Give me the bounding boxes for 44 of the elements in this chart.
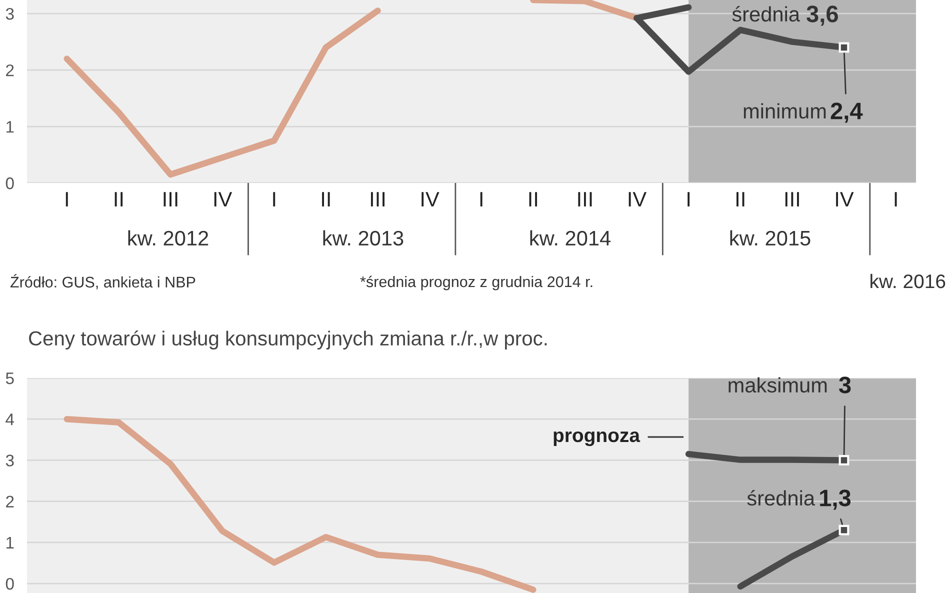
- x-tick-label: IV: [628, 192, 647, 206]
- text: kw. 2015: [730, 230, 810, 246]
- annotation: minimum: [744, 103, 826, 119]
- x-tick-label: II: [322, 192, 330, 206]
- annotation: 3: [838, 376, 851, 394]
- x-tick-label: I: [688, 192, 690, 206]
- text: kw. 2012: [128, 230, 208, 246]
- annotation: średnia: [747, 490, 816, 506]
- y-tick-label: 3: [6, 454, 14, 466]
- y-tick-label: 0: [6, 578, 14, 590]
- annotation: 3,6: [806, 6, 838, 26]
- x-tick-label: II: [529, 192, 538, 206]
- annotation: maksimum: [728, 377, 827, 393]
- y-tick-label: 3: [6, 8, 14, 20]
- x-tick-label: IV: [422, 192, 440, 206]
- text: *średnia prognoz z grudnia 2014 r.: [360, 276, 592, 290]
- annotation: 2,4: [830, 102, 863, 123]
- y-tick-label: 4: [6, 414, 14, 426]
- x-tick-label: IV: [214, 192, 232, 206]
- x-tick-label: III: [370, 192, 384, 206]
- x-tick-label: I: [273, 192, 276, 206]
- y-tick-label: 1: [6, 121, 14, 133]
- text: kw. 2016: [870, 274, 946, 288]
- x-tick-label: IV: [836, 192, 854, 206]
- y-tick-label: 5: [6, 372, 14, 384]
- x-tick-label: III: [578, 192, 592, 206]
- annotation: średnia: [732, 6, 800, 22]
- text: kw. 2014: [530, 230, 611, 246]
- y-tick-label: 1: [6, 537, 14, 548]
- y-tick-label: 0: [6, 177, 14, 190]
- x-tick-label: I: [480, 192, 482, 206]
- annotation: prognoza: [554, 431, 640, 446]
- chart-title: Ceny towarów i usług konsumpcyjnych zmiana r./r.,w proc.: [29, 330, 547, 350]
- y-tick-label: 2: [6, 64, 14, 76]
- x-tick-label: III: [164, 192, 178, 206]
- x-tick-label: II: [114, 192, 123, 206]
- text: Źródło: GUS, ankieta i NBP: [10, 274, 196, 290]
- x-tick-label: II: [736, 192, 744, 206]
- annotation: 1,3: [820, 490, 851, 510]
- x-tick-label: III: [785, 192, 799, 206]
- x-tick-label: I: [66, 192, 68, 206]
- y-tick-label: 2: [6, 496, 14, 508]
- x-tick-label: I: [894, 192, 897, 206]
- text: kw. 2013: [323, 230, 404, 246]
